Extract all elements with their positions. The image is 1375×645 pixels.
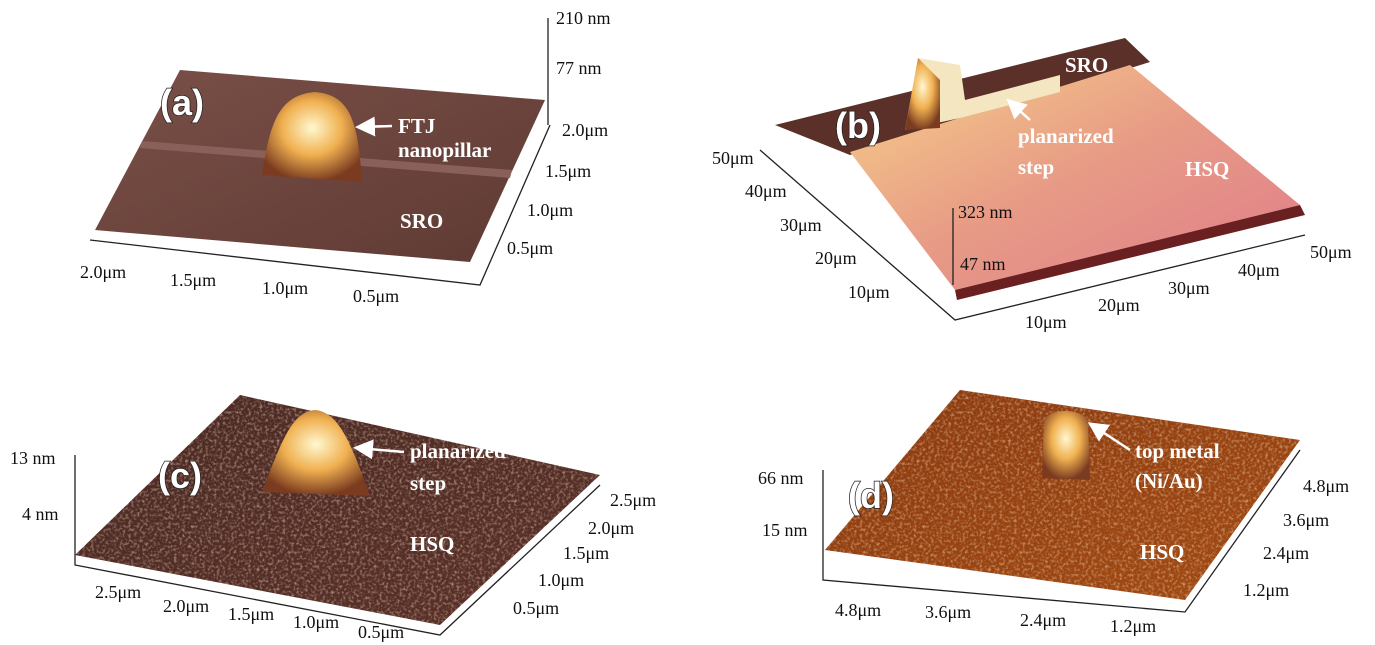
annotation: SRO	[400, 209, 443, 233]
z-tick: 210 nm	[556, 8, 611, 28]
bottom-tick: 1.2μm	[1110, 616, 1156, 636]
bottom-tick: 0.5μm	[358, 622, 404, 642]
side-tick: 30μm	[780, 215, 822, 235]
side-tick: 1.0μm	[527, 200, 573, 220]
bottom-tick: 20μm	[1098, 295, 1140, 315]
side-tick: 1.2μm	[1243, 580, 1289, 600]
z-tick: 47 nm	[960, 254, 1006, 274]
bottom-tick: 10μm	[1025, 312, 1067, 332]
side-tick: 3.6μm	[1283, 510, 1329, 530]
side-tick: 2.4μm	[1263, 543, 1309, 563]
annotation: planarized	[410, 439, 506, 463]
side-tick: 1.5μm	[545, 161, 591, 181]
annotation: HSQ	[1140, 540, 1184, 564]
z-tick: 66 nm	[758, 468, 804, 488]
annotation: SRO	[1065, 53, 1108, 77]
bottom-tick: 1.0μm	[262, 278, 308, 298]
bottom-tick: 1.5μm	[170, 270, 216, 290]
panel-b: 323 nm 47 nm 50μm 40μm 30μm 20μm 10μm 10…	[712, 38, 1352, 332]
panel-label: (c)	[158, 455, 202, 496]
side-tick: 0.5μm	[513, 598, 559, 618]
bottom-tick: 4.8μm	[835, 600, 881, 620]
bottom-tick: 30μm	[1168, 278, 1210, 298]
z-tick: 15 nm	[762, 520, 808, 540]
side-tick: 40μm	[745, 181, 787, 201]
annotation: step	[1018, 155, 1054, 179]
bottom-tick: 1.0μm	[293, 612, 339, 632]
panel-label: (b)	[835, 105, 881, 146]
side-tick: 10μm	[848, 282, 890, 302]
panel-c: 13 nm 4 nm 2.5μm 2.0μm 1.5μm 1.0μm 0.5μm…	[10, 395, 656, 642]
annotation: top metal	[1135, 439, 1220, 463]
bottom-tick: 2.4μm	[1020, 610, 1066, 630]
bottom-tick: 2.5μm	[95, 582, 141, 602]
bottom-tick: 3.6μm	[925, 602, 971, 622]
annotation: HSQ	[410, 532, 454, 556]
side-tick: 2.0μm	[588, 518, 634, 538]
side-tick: 50μm	[712, 148, 754, 168]
pillar	[1042, 411, 1090, 480]
annotation: (Ni/Au)	[1135, 469, 1203, 493]
side-tick: 1.0μm	[538, 570, 584, 590]
panel-a: 210 nm 77 nm 2.0μm 1.5μm 1.0μm 0.5μm 2.0…	[80, 8, 611, 306]
annotation: HSQ	[1185, 157, 1229, 181]
annotation: FTJ	[398, 114, 435, 138]
panel-label: (a)	[160, 82, 204, 123]
panel-label: (d)	[848, 475, 894, 516]
side-tick: 4.8μm	[1303, 476, 1349, 496]
bottom-tick: 1.5μm	[228, 604, 274, 624]
bottom-tick: 0.5μm	[353, 286, 399, 306]
annotation: planarized	[1018, 124, 1114, 148]
figure: 210 nm 77 nm 2.0μm 1.5μm 1.0μm 0.5μm 2.0…	[0, 0, 1375, 645]
z-tick: 4 nm	[22, 504, 59, 524]
z-tick: 13 nm	[10, 448, 56, 468]
annotation: step	[410, 471, 446, 495]
side-tick: 2.0μm	[562, 120, 608, 140]
side-tick: 2.5μm	[610, 490, 656, 510]
side-tick: 0.5μm	[507, 238, 553, 258]
z-tick: 77 nm	[556, 58, 602, 78]
panel-d: 66 nm 15 nm 4.8μm 3.6μm 2.4μm 1.2μm 4.8μ…	[758, 390, 1349, 636]
bottom-tick: 2.0μm	[80, 262, 126, 282]
side-tick: 20μm	[815, 248, 857, 268]
arrow	[360, 126, 392, 127]
annotation: nanopillar	[398, 138, 491, 162]
bottom-tick: 40μm	[1238, 260, 1280, 280]
bottom-tick: 2.0μm	[163, 596, 209, 616]
z-tick: 323 nm	[958, 202, 1013, 222]
bottom-tick: 50μm	[1310, 242, 1352, 262]
side-tick: 1.5μm	[563, 543, 609, 563]
